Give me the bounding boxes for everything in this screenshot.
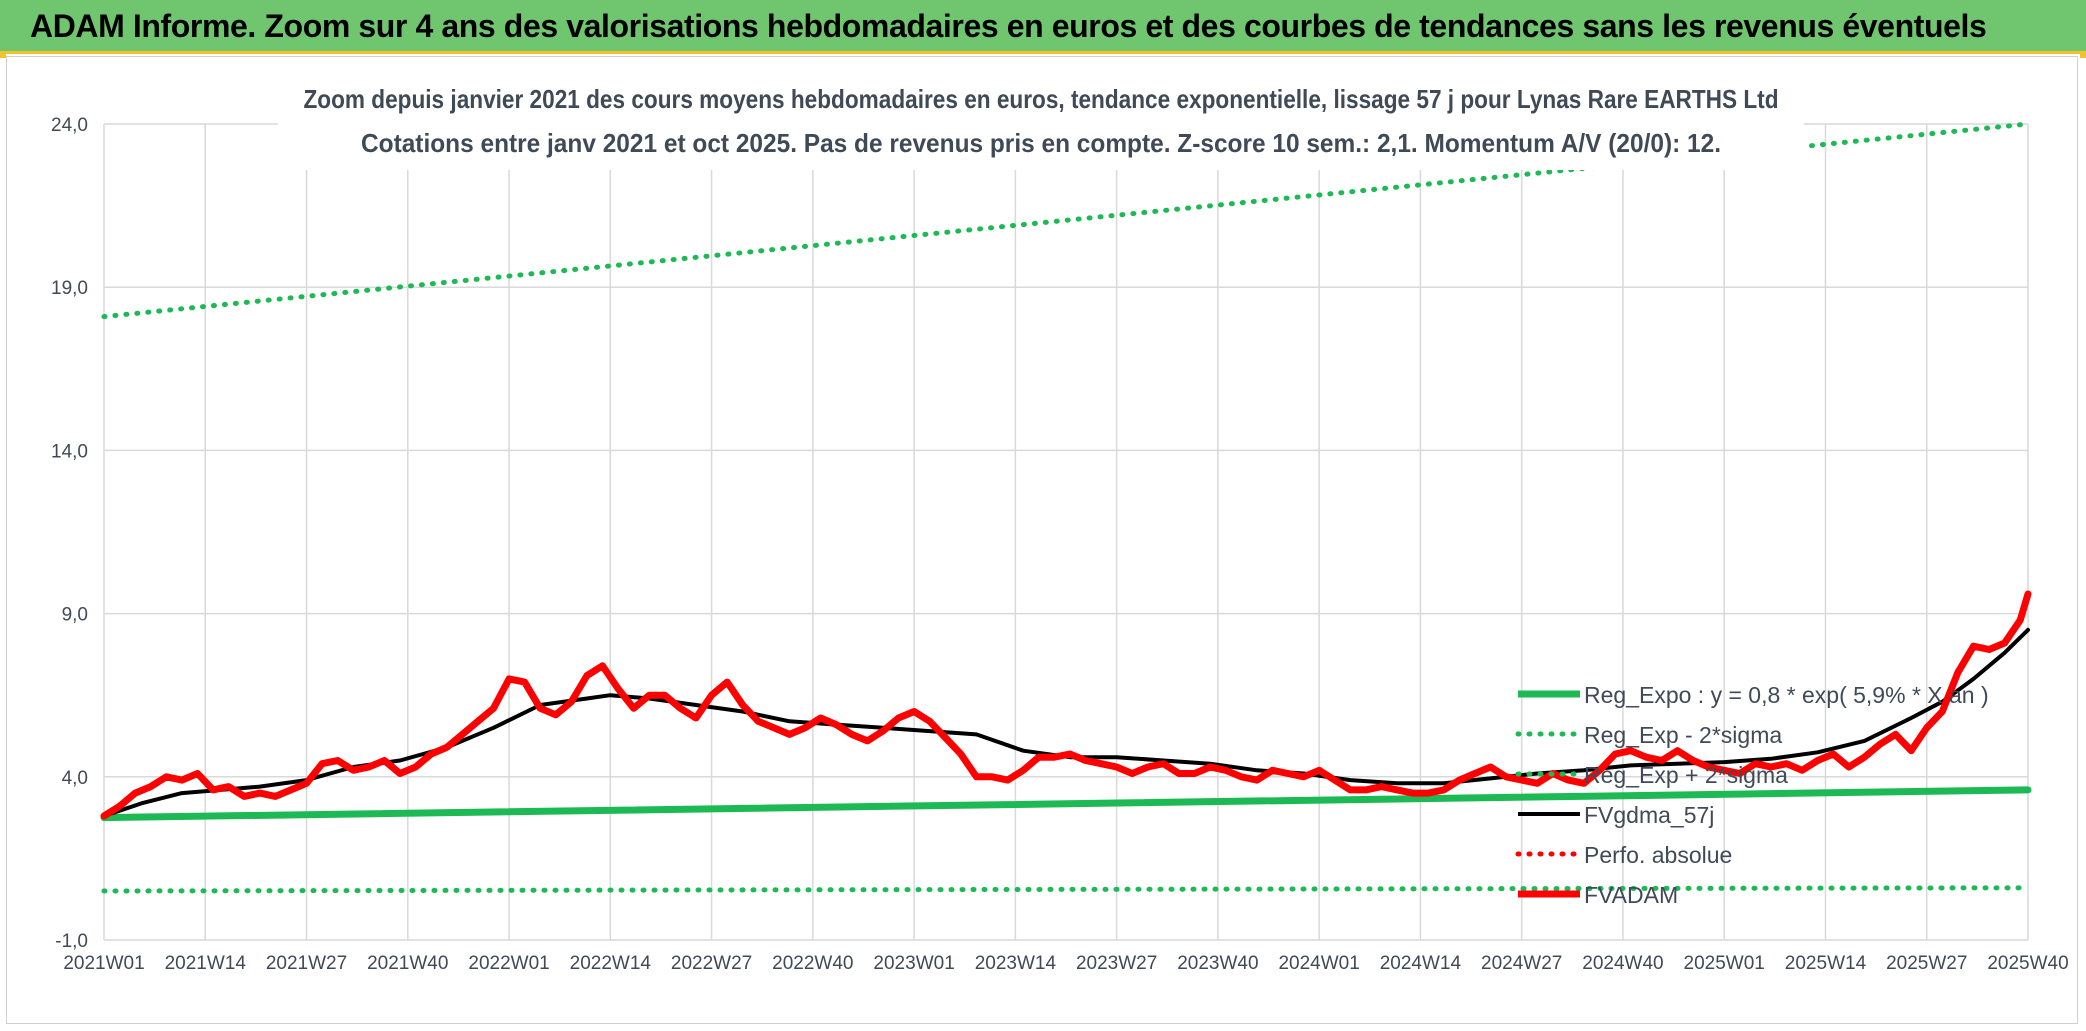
x-tick-label: 2022W14 xyxy=(570,953,652,974)
gridlines xyxy=(103,123,2029,941)
x-tick-label: 2021W40 xyxy=(367,953,448,974)
chart-legend: Reg_Expo : y = 0,8 * exp( 5,9% * X an ) R… xyxy=(1515,682,1989,908)
x-tick-label: 2021W01 xyxy=(63,953,144,974)
x-tick-label: 2021W14 xyxy=(165,953,247,974)
x-tick-label: 2023W01 xyxy=(873,953,954,974)
title-background xyxy=(278,78,1804,170)
chart-title-line-1: Zoom depuis janvier 2021 des cours moyen… xyxy=(304,84,1779,114)
y-tick-label: 19,0 xyxy=(51,278,88,299)
x-tick-label: 2023W27 xyxy=(1076,953,1157,974)
x-tick-label: 2024W01 xyxy=(1278,953,1359,974)
y-tick-label: 4,0 xyxy=(62,768,88,789)
series-line-5 xyxy=(100,590,2032,820)
series-line-2 xyxy=(101,121,2031,320)
legend-label: FVgdma_57j xyxy=(1584,802,1714,828)
chart-frame xyxy=(6,56,2078,1024)
y-tick-label: 9,0 xyxy=(62,605,88,626)
chart-titles: Zoom depuis janvier 2021 des cours moyen… xyxy=(278,78,1804,170)
legend-label: Perfo. absolue xyxy=(1584,842,1732,868)
series-line-1 xyxy=(101,885,2031,894)
banner-accent-left xyxy=(0,54,6,58)
y-tick-label: -1,0 xyxy=(55,931,88,952)
x-tick-label: 2024W40 xyxy=(1582,953,1663,974)
chart-title-line-2: Cotations entre janv 2021 et oct 2025. P… xyxy=(361,128,1721,158)
x-tick-label: 2025W14 xyxy=(1785,953,1867,974)
series-layer xyxy=(100,121,2032,894)
y-tick-label: 14,0 xyxy=(51,441,88,462)
x-tick-label: 2024W14 xyxy=(1380,953,1462,974)
x-tick-label: 2022W01 xyxy=(468,953,549,974)
x-tick-label: 2024W27 xyxy=(1481,953,1562,974)
x-tick-label: 2025W01 xyxy=(1684,953,1765,974)
banner-accent-right xyxy=(2080,54,2086,58)
legend-label: Reg_Exp - 2*sigma xyxy=(1584,722,1782,748)
y-tick-label: 24,0 xyxy=(51,115,88,136)
series-line-0 xyxy=(100,786,2032,822)
x-tick-label: 2022W40 xyxy=(772,953,853,974)
x-tick-label: 2021W27 xyxy=(266,953,347,974)
report-banner: ADAM Informe. Zoom sur 4 ans des valoris… xyxy=(0,0,2086,54)
x-tick-label: 2025W27 xyxy=(1886,953,1967,974)
x-tick-label: 2023W40 xyxy=(1177,953,1258,974)
x-tick-label: 2023W14 xyxy=(975,953,1057,974)
axis-ticks: -1,0 4,0 9,0 14,0 19,0 24,0 2021W01 2021W14 2021… xyxy=(51,115,2069,974)
report-title: ADAM Informe. Zoom sur 4 ans des valoris… xyxy=(30,8,1987,44)
legend-label: FVADAM xyxy=(1584,882,1678,908)
legend-label: Reg_Exp + 2*sigma xyxy=(1584,762,1788,788)
x-tick-label: 2022W27 xyxy=(671,953,752,974)
legend-label: Reg_Expo : y = 0,8 * exp( 5,9% * X an ) xyxy=(1584,682,1989,708)
x-tick-label: 2025W40 xyxy=(1987,953,2068,974)
